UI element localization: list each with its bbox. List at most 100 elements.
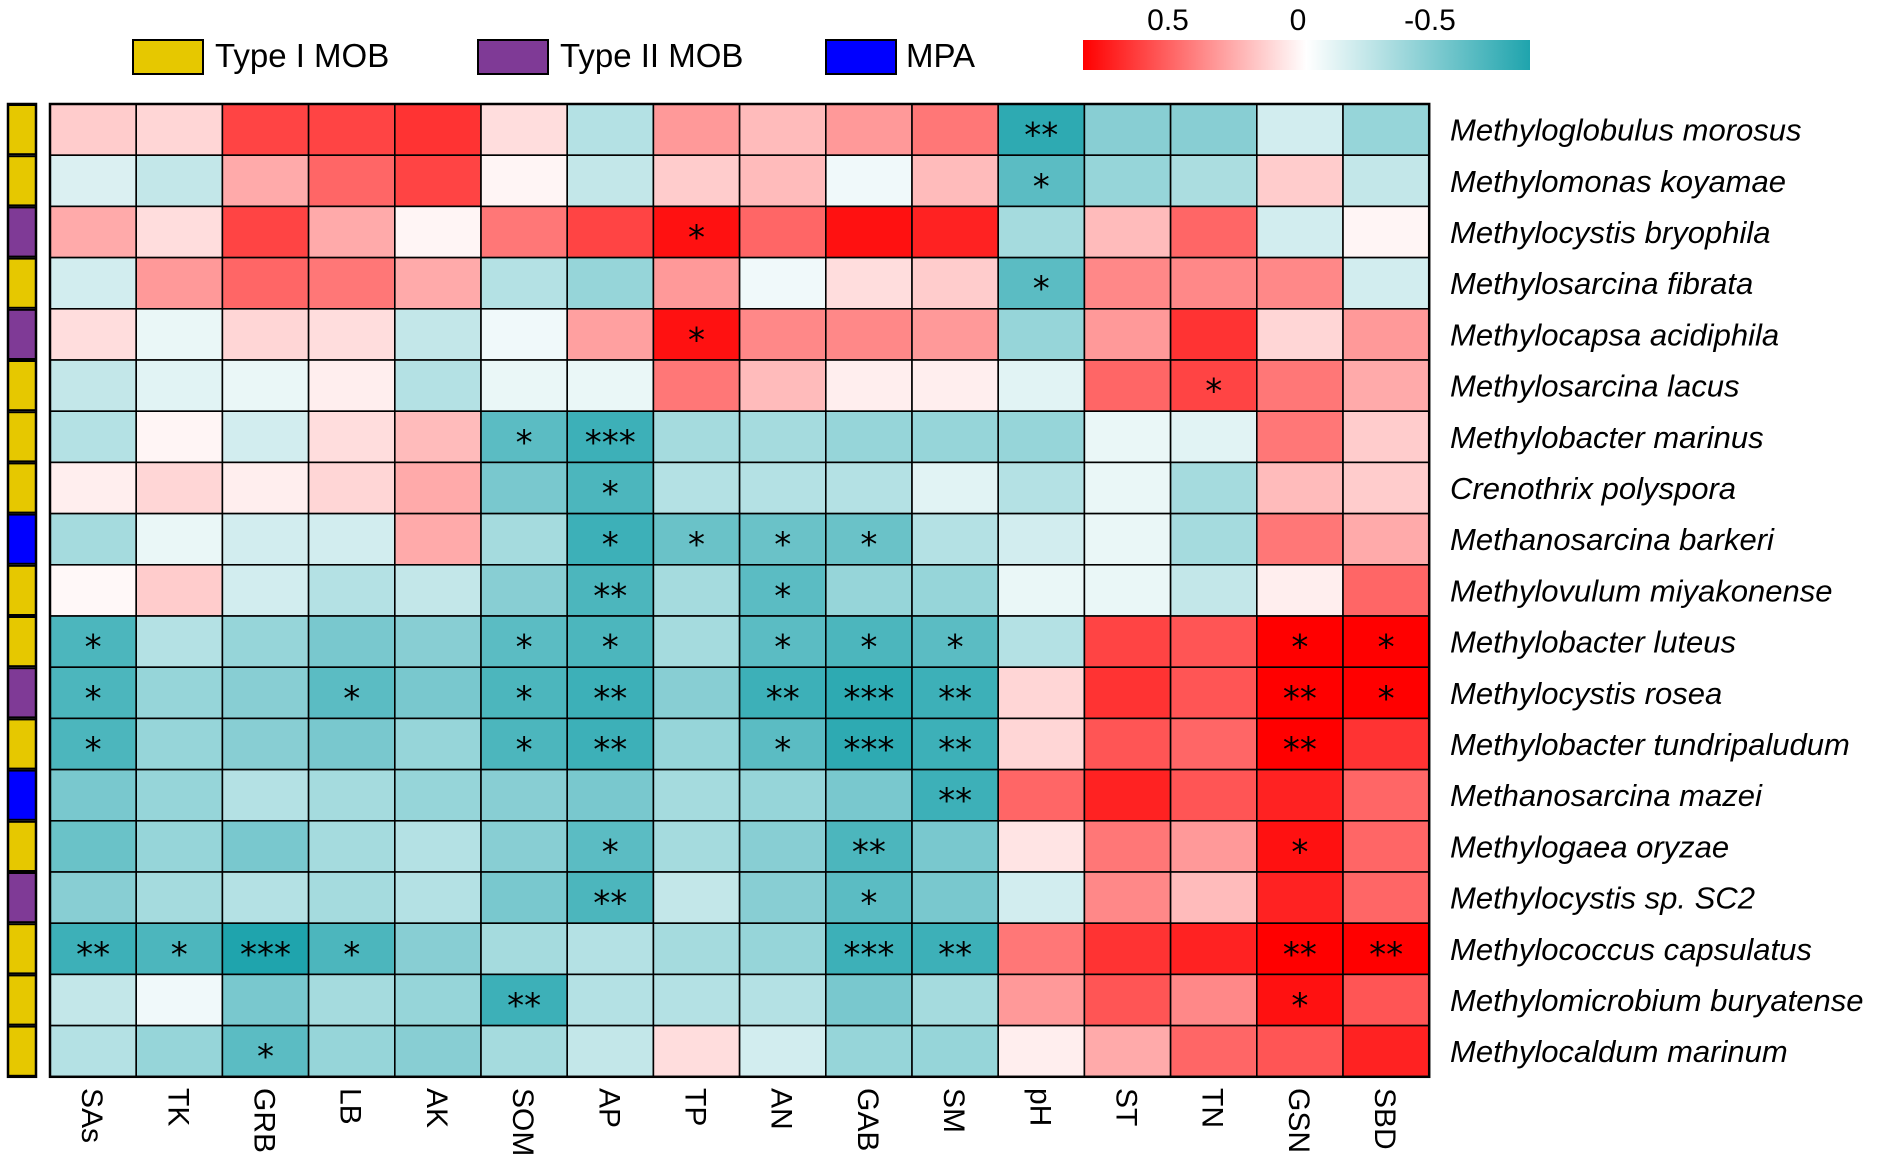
cell-methylocystis-bryophila-st [1083, 205, 1172, 259]
cell-methanosarcina-mazei-an [738, 768, 827, 822]
cell-methylosarcina-fibrata-ap [566, 256, 655, 310]
legend-label-mpa: MPA [906, 37, 975, 74]
cell-methylomonas-koyamae-tk [135, 154, 224, 208]
column-labels: SAs TK GRB LB AK SOM AP TP AN GAB SM pH ST TN GSN SBD [75, 1088, 1401, 1156]
cell-methanosarcina-mazei-grb [221, 768, 310, 822]
cell-methylococcus-capsulatus-ph [997, 922, 1086, 976]
cell-methylocapsa-acidiphila-gab [824, 307, 913, 361]
cell-methylocystis-bryophila-ak [393, 205, 482, 259]
cell-methylovulum-miyakonense-gab [824, 563, 913, 617]
cell-methylobacter-marinus-ap [566, 410, 655, 464]
legend-item-type-ii-mob: Type II MOB [477, 37, 743, 75]
cell-methylocapsa-acidiphila-ph [997, 307, 1086, 361]
cell-methanosarcina-mazei-som [480, 768, 568, 822]
cell-methylomonas-koyamae-ap [566, 154, 655, 208]
cell-methylobacter-luteus-som [480, 615, 568, 669]
cell-methylocaldum-marinum-lb [307, 1024, 396, 1078]
cell-methylosarcina-fibrata-som [480, 256, 568, 310]
row-label-methylosarcina-fibrata: Methylosarcina fibrata [1450, 266, 1753, 301]
star-methylosarcina-fibrata-ph: * [1033, 269, 1050, 309]
cell-methylocapsa-acidiphila-som [480, 307, 568, 361]
star-methylobacter-luteus-sbd: * [1378, 628, 1395, 668]
cell-methylocystis-bryophila-sbd [1342, 205, 1430, 259]
cell-methylosarcina-lacus-ap [566, 359, 655, 413]
star-methanosarcina-barkeri-tp: * [688, 525, 705, 565]
cell-methylocystis-rosea-tk [135, 666, 224, 720]
legend-label-type-i-mob: Type I MOB [215, 37, 389, 74]
group-marker-methylocystis-sp-sc2 [7, 872, 37, 924]
cell-methylocaldum-marinum-sbd [1342, 1024, 1430, 1078]
color-scale-tick-zero: 0 [1290, 4, 1307, 37]
cell-methylosarcina-fibrata-lb [307, 256, 396, 310]
cell-methylosarcina-lacus-gsn [1256, 359, 1344, 413]
column-label-tk: TK [161, 1088, 194, 1126]
cell-methylobacter-tundripaludum-st [1083, 717, 1172, 771]
group-marker-methylocystis-rosea [7, 667, 37, 719]
heatmap-cells [48, 102, 1431, 1079]
cell-methanosarcina-mazei-gsn [1256, 768, 1344, 822]
cell-methylocaldum-marinum-grb [221, 1024, 310, 1078]
cell-methylogaea-oryzae-sbd [1342, 819, 1430, 873]
star-methylobacter-luteus-gsn: * [1291, 628, 1308, 668]
cell-methylomicrobium-buryatense-gsn [1256, 973, 1344, 1027]
cell-methylosarcina-fibrata-st [1083, 256, 1172, 310]
star-methylobacter-luteus-sm: * [947, 628, 964, 668]
cell-methylobacter-marinus-tn [1169, 410, 1258, 464]
cell-methylocystis-bryophila-som [480, 205, 568, 259]
cell-methylosarcina-lacus-st [1083, 359, 1172, 413]
cell-methylocystis-bryophila-lb [307, 205, 396, 259]
cell-methylocystis-bryophila-ap [566, 205, 655, 259]
cell-methylosarcina-fibrata-gsn [1256, 256, 1344, 310]
cell-methylovulum-miyakonense-tp [652, 563, 741, 617]
cell-methylobacter-marinus-sas [49, 410, 137, 464]
column-label-grb: GRB [248, 1088, 281, 1153]
cell-methyloglobulus-morosus-sbd [1342, 103, 1430, 157]
group-strip-frame [6, 102, 38, 1079]
cell-methylogaea-oryzae-gab [824, 819, 913, 873]
cell-methylosarcina-fibrata-grb [221, 256, 310, 310]
row-label-crenothrix-polyspora: Crenothrix polyspora [1450, 471, 1736, 506]
cell-methylomicrobium-buryatense-ap [566, 973, 655, 1027]
star-methylococcus-capsulatus-gsn: ** [1283, 935, 1317, 975]
cell-crenothrix-polyspora-tp [652, 461, 741, 515]
cell-methylocystis-bryophila-grb [221, 205, 310, 259]
cell-methylocystis-sp-sc2-st [1083, 871, 1172, 925]
cell-methylomonas-koyamae-an [738, 154, 827, 208]
cell-methylosarcina-lacus-sbd [1342, 359, 1430, 413]
cell-methylogaea-oryzae-som [480, 819, 568, 873]
star-methylobacter-tundripaludum-an: * [774, 730, 791, 770]
cell-methylovulum-miyakonense-som [480, 563, 568, 617]
cell-methylomicrobium-buryatense-som [480, 973, 568, 1027]
cell-methylobacter-luteus-tk [135, 615, 224, 669]
group-marker-methylogaea-oryzae [7, 820, 37, 872]
cell-methylocystis-sp-sc2-ak [393, 871, 482, 925]
legend-item-mpa: MPA [825, 37, 975, 75]
star-methylovulum-miyakonense-ap: ** [593, 576, 627, 616]
cell-methylobacter-marinus-ph [997, 410, 1086, 464]
cell-methylovulum-miyakonense-grb [221, 563, 310, 617]
star-methylobacter-luteus-ap: * [602, 628, 619, 668]
cell-methylocystis-bryophila-ph [997, 205, 1086, 259]
cell-methylosarcina-fibrata-ak [393, 256, 482, 310]
group-marker-methylobacter-marinus [7, 411, 37, 463]
cell-methylovulum-miyakonense-sbd [1342, 563, 1430, 617]
group-marker-methylocapsa-acidiphila [7, 308, 37, 360]
significance-stars: ******** ***** * * *** ** * * * * * * ** * * ** ** *** ** *… [76, 116, 1403, 1078]
cell-methylosarcina-fibrata-sas [49, 256, 137, 310]
cell-methylobacter-luteus-gsn [1256, 615, 1344, 669]
row-label-methanosarcina-mazei: Methanosarcina mazei [1450, 778, 1763, 813]
cell-methylosarcina-lacus-ak [393, 359, 482, 413]
cell-methylosarcina-lacus-sas [49, 359, 137, 413]
cell-methylobacter-marinus-tk [135, 410, 224, 464]
heatmap-frame [48, 102, 1431, 1079]
column-label-ak: AK [420, 1088, 453, 1128]
star-methylocystis-rosea-sas: * [85, 679, 102, 719]
cell-methylocaldum-marinum-an [738, 1024, 827, 1078]
cell-methylomicrobium-buryatense-grb [221, 973, 310, 1027]
cell-methylocapsa-acidiphila-lb [307, 307, 396, 361]
cell-methylobacter-marinus-lb [307, 410, 396, 464]
cell-methylocystis-sp-sc2-an [738, 871, 827, 925]
cell-methylocystis-rosea-sbd [1342, 666, 1430, 720]
color-scale-tick-high: 0.5 [1147, 4, 1189, 37]
